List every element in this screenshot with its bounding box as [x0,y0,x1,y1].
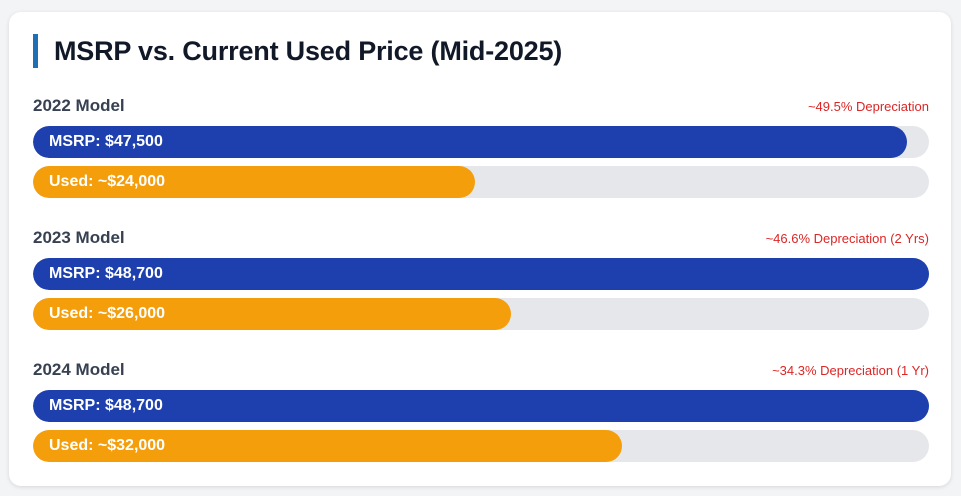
used-bar: Used: ~$26,000 [33,298,512,330]
msrp-bar-label: MSRP: $48,700 [49,397,163,414]
used-bar: Used: ~$32,000 [33,430,622,462]
chart-card: MSRP vs. Current Used Price (Mid-2025) 2… [9,12,951,486]
depreciation-note: ~34.3% Depreciation (1 Yr) [772,362,929,378]
title-accent: MSRP vs. Current Used Price (Mid-2025) [33,34,562,68]
used-bar-label: Used: ~$24,000 [49,173,166,190]
depreciation-note: ~46.6% Depreciation (2 Yrs) [765,230,929,246]
chart-title: MSRP vs. Current Used Price (Mid-2025) [54,35,563,66]
msrp-track: MSRP: $47,500 [33,126,929,158]
used-track: Used: ~$32,000 [33,430,929,462]
group-label: 2022 Model [33,96,125,115]
msrp-bar: MSRP: $47,500 [33,126,907,158]
depreciation-note: ~49.5% Depreciation [807,98,929,114]
group-2023-model: 2023 Model ~46.6% Depreciation (2 Yrs) M… [33,226,929,330]
msrp-track: MSRP: $48,700 [33,258,929,290]
msrp-bar-label: MSRP: $47,500 [49,133,163,150]
used-bar: Used: ~$24,000 [33,166,475,198]
group-label: 2023 Model [33,228,125,247]
used-bar-label: Used: ~$32,000 [49,437,166,454]
msrp-bar: MSRP: $48,700 [33,390,929,422]
msrp-bar-label: MSRP: $48,700 [49,265,163,282]
group-2024-model: 2024 Model ~34.3% Depreciation (1 Yr) MS… [33,358,929,462]
msrp-track: MSRP: $48,700 [33,390,929,422]
used-bar-label: Used: ~$26,000 [49,305,166,322]
used-track: Used: ~$26,000 [33,298,929,330]
used-track: Used: ~$24,000 [33,166,929,198]
group-label: 2024 Model [33,360,125,379]
group-2022-model: 2022 Model ~49.5% Depreciation MSRP: $47… [33,94,929,198]
msrp-bar: MSRP: $48,700 [33,258,929,290]
